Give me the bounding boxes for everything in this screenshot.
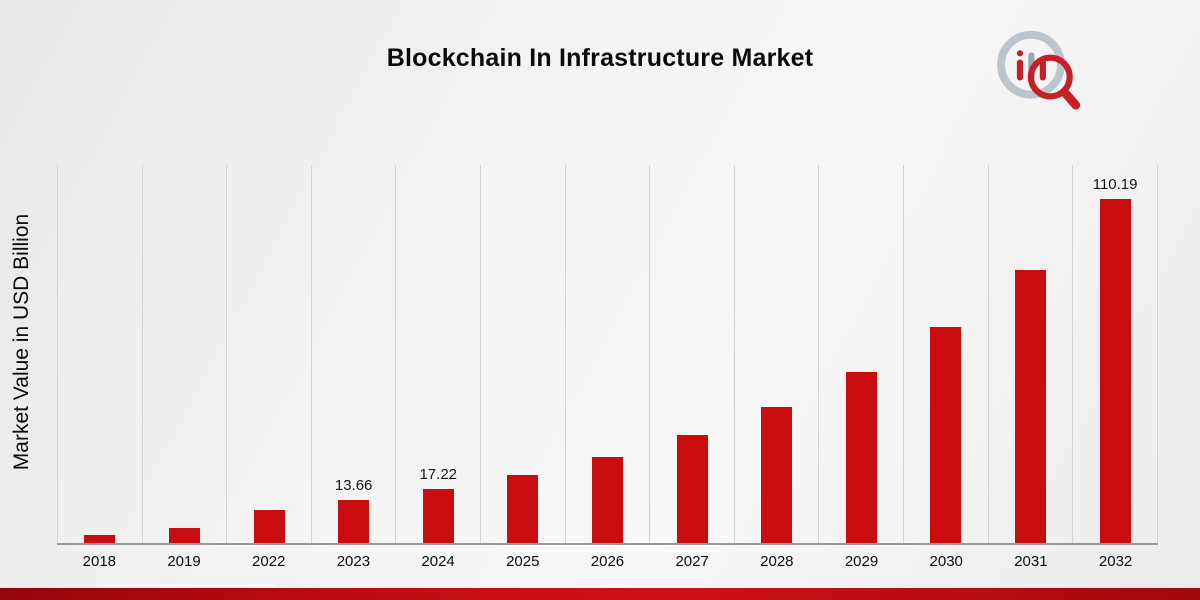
chart-column-2022	[226, 165, 311, 543]
bar-2022	[253, 510, 285, 543]
chart-column-2027	[649, 165, 734, 543]
x-axis-label: 2023	[336, 553, 371, 570]
x-axis-label: 2028	[760, 553, 794, 570]
chart-column-2030	[903, 165, 988, 543]
x-axis-label: 2018	[82, 553, 117, 570]
bar-2026	[591, 457, 623, 543]
y-axis-title: Market Value in USD Billion	[10, 213, 33, 471]
bottom-brand-stripe	[0, 588, 1200, 600]
bar-2025	[507, 475, 539, 543]
bar-2027	[676, 435, 708, 543]
bar-chart: 13.66 17.22 110.19 2018 2019 2022 2023 2024 202…	[57, 165, 1158, 570]
x-axis-label: 2025	[506, 553, 540, 570]
chart-column-2019	[141, 165, 227, 543]
chart-column-2024: 17.22	[395, 165, 480, 543]
brand-logo-icon	[997, 30, 1081, 110]
x-axis-label: 2027	[675, 553, 709, 570]
bar-2030	[930, 326, 962, 543]
bar-2031	[1015, 270, 1046, 543]
chart-title: Blockchain In Infrastructure Market	[386, 44, 814, 72]
chart-column-2031	[987, 165, 1073, 543]
x-axis-label: 2032	[1098, 553, 1133, 570]
chart-column-2018	[57, 165, 142, 543]
x-axis-label: 2024	[421, 553, 455, 570]
x-axis: 2018 2019 2022 2023 2024 2025 2026 2027 2028 2029…	[57, 545, 1158, 570]
chart-column-2032: 110.19	[1072, 165, 1158, 543]
chart-column-2025	[480, 165, 565, 543]
bar-2024: 17.22	[419, 466, 457, 543]
x-axis-label: 2030	[929, 553, 963, 570]
bar-2018	[84, 535, 116, 543]
bar-2019	[168, 527, 200, 543]
chart-column-2029	[818, 165, 903, 543]
plot-area: 13.66 17.22 110.19	[57, 165, 1158, 545]
x-axis-label: 2026	[590, 553, 625, 570]
bar-2029	[845, 371, 877, 543]
bar-value-label: 13.66	[334, 477, 373, 495]
chart-column-2023: 13.66	[310, 165, 396, 543]
bar-2028	[761, 407, 793, 543]
chart-column-2028	[733, 165, 819, 543]
bar-value-label: 17.22	[419, 466, 458, 484]
x-axis-label: 2031	[1014, 553, 1048, 570]
bar-2032: 110.19	[1093, 176, 1137, 543]
bar-value-label: 110.19	[1092, 176, 1138, 194]
x-axis-label: 2029	[844, 553, 879, 570]
x-axis-label: 2022	[252, 553, 286, 570]
x-axis-label: 2019	[167, 553, 201, 570]
chart-column-2026	[564, 165, 650, 543]
bar-2023: 13.66	[335, 477, 372, 543]
